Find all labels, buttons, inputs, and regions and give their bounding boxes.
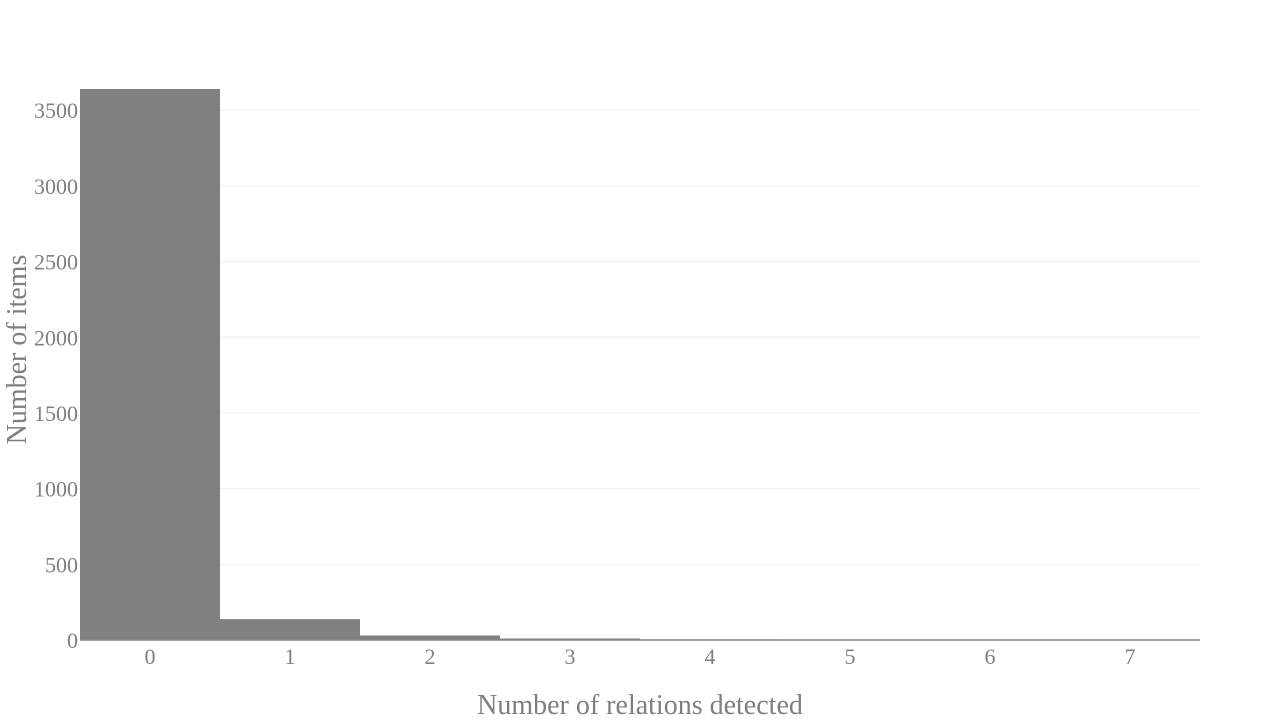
x-tick-label: 1 bbox=[285, 644, 296, 669]
bars bbox=[80, 89, 1200, 640]
y-tick-label: 1000 bbox=[34, 477, 78, 502]
x-tick-label: 2 bbox=[425, 644, 436, 669]
y-tick-label: 2500 bbox=[34, 250, 78, 275]
y-axis-title: Number of items bbox=[2, 255, 33, 445]
bar-2 bbox=[360, 635, 500, 640]
y-tick-label: 500 bbox=[45, 552, 78, 577]
y-tick-label: 3000 bbox=[34, 174, 78, 199]
bar-1 bbox=[220, 619, 360, 640]
x-tick-labels: 0 1 2 3 4 5 6 7 bbox=[145, 644, 1136, 669]
x-tick-label: 4 bbox=[705, 644, 716, 669]
x-tick-label: 0 bbox=[145, 644, 156, 669]
y-tick-labels: 0 500 1000 1500 2000 2500 3000 3500 bbox=[34, 98, 78, 653]
x-tick-label: 7 bbox=[1125, 644, 1136, 669]
y-tick-label: 0 bbox=[67, 628, 78, 653]
x-tick-label: 6 bbox=[985, 644, 996, 669]
x-tick-label: 5 bbox=[845, 644, 856, 669]
y-tick-label: 2000 bbox=[34, 325, 78, 350]
x-tick-label: 3 bbox=[565, 644, 576, 669]
y-tick-label: 1500 bbox=[34, 401, 78, 426]
grid-lines bbox=[80, 109, 1200, 565]
y-tick-label: 3500 bbox=[34, 98, 78, 123]
x-axis-title: Number of relations detected bbox=[477, 690, 803, 720]
bar-3 bbox=[500, 638, 640, 640]
bar-0 bbox=[80, 89, 220, 640]
